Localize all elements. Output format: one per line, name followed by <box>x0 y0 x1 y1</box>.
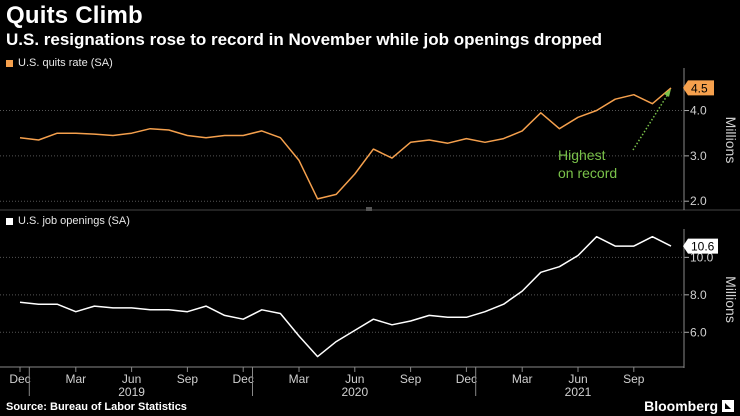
series-line-1 <box>19 235 672 358</box>
y-tick-label-1-2: 10.0 <box>690 250 714 264</box>
legend-quits: U.S. quits rate (SA) <box>6 57 113 69</box>
series-line-0 <box>19 87 672 200</box>
last-value-label-0: 4.5 <box>691 81 708 95</box>
x-tick-label-4: Dec <box>233 372 254 386</box>
chart-subtitle: U.S. resignations rose to record in Nove… <box>6 30 603 49</box>
year-label-0: 2019 <box>118 385 145 398</box>
year-label-2: 2021 <box>565 385 592 398</box>
last-value-label-1: 10.6 <box>691 240 715 254</box>
annotation-arrow <box>632 90 671 151</box>
y-tick-label-1-0: 6.0 <box>690 325 707 339</box>
chart-canvas: 2.0 3.0 4.0 Millions 4.5 Highest on record 6.0 8… <box>0 68 740 398</box>
legend-quits-label: U.S. quits rate (SA) <box>18 57 113 69</box>
legend-openings-swatch <box>6 217 13 225</box>
annotation-arrowhead <box>664 88 671 97</box>
y-tick-label-0-2: 4.0 <box>690 104 707 118</box>
x-tick-label-3: Sep <box>177 372 199 386</box>
annotation-text-0: Highest <box>558 147 606 163</box>
y-tick-label-0-1: 3.0 <box>690 149 707 163</box>
last-value-badge-0 <box>683 80 714 96</box>
y-tick-label-0-0: 2.0 <box>690 194 707 208</box>
x-tick-label-2: Jun <box>122 372 141 386</box>
y-axis-title-0: Millions <box>723 117 739 164</box>
bloomberg-mark-icon <box>722 400 734 412</box>
x-tick-label-8: Dec <box>456 372 477 386</box>
x-tick-label-7: Sep <box>400 372 422 386</box>
annotation-text-1: on record <box>558 165 617 181</box>
legend-openings: U.S. job openings (SA) <box>6 215 130 227</box>
x-tick-label-5: Mar <box>289 372 310 386</box>
y-axis-title-1: Millions <box>723 276 739 323</box>
x-tick-label-10: Jun <box>568 372 587 386</box>
source-note: Source: Bureau of Labor Statistics <box>6 401 187 413</box>
legend-openings-label: U.S. job openings (SA) <box>18 215 130 227</box>
x-tick-label-9: Mar <box>512 372 533 386</box>
x-tick-label-1: Mar <box>65 372 86 386</box>
last-value-badge-1 <box>683 238 718 254</box>
x-tick-label-6: Jun <box>345 372 364 386</box>
chart-title: Quits Climb <box>6 2 143 29</box>
year-label-1: 2020 <box>341 385 368 398</box>
panel-divider-handle <box>366 207 372 211</box>
x-tick-label-11: Sep <box>623 372 645 386</box>
legend-quits-swatch <box>6 59 13 67</box>
x-tick-label-0: Dec <box>9 372 30 386</box>
bloomberg-logo: Bloomberg <box>644 398 718 414</box>
y-tick-label-1-1: 8.0 <box>690 288 707 302</box>
